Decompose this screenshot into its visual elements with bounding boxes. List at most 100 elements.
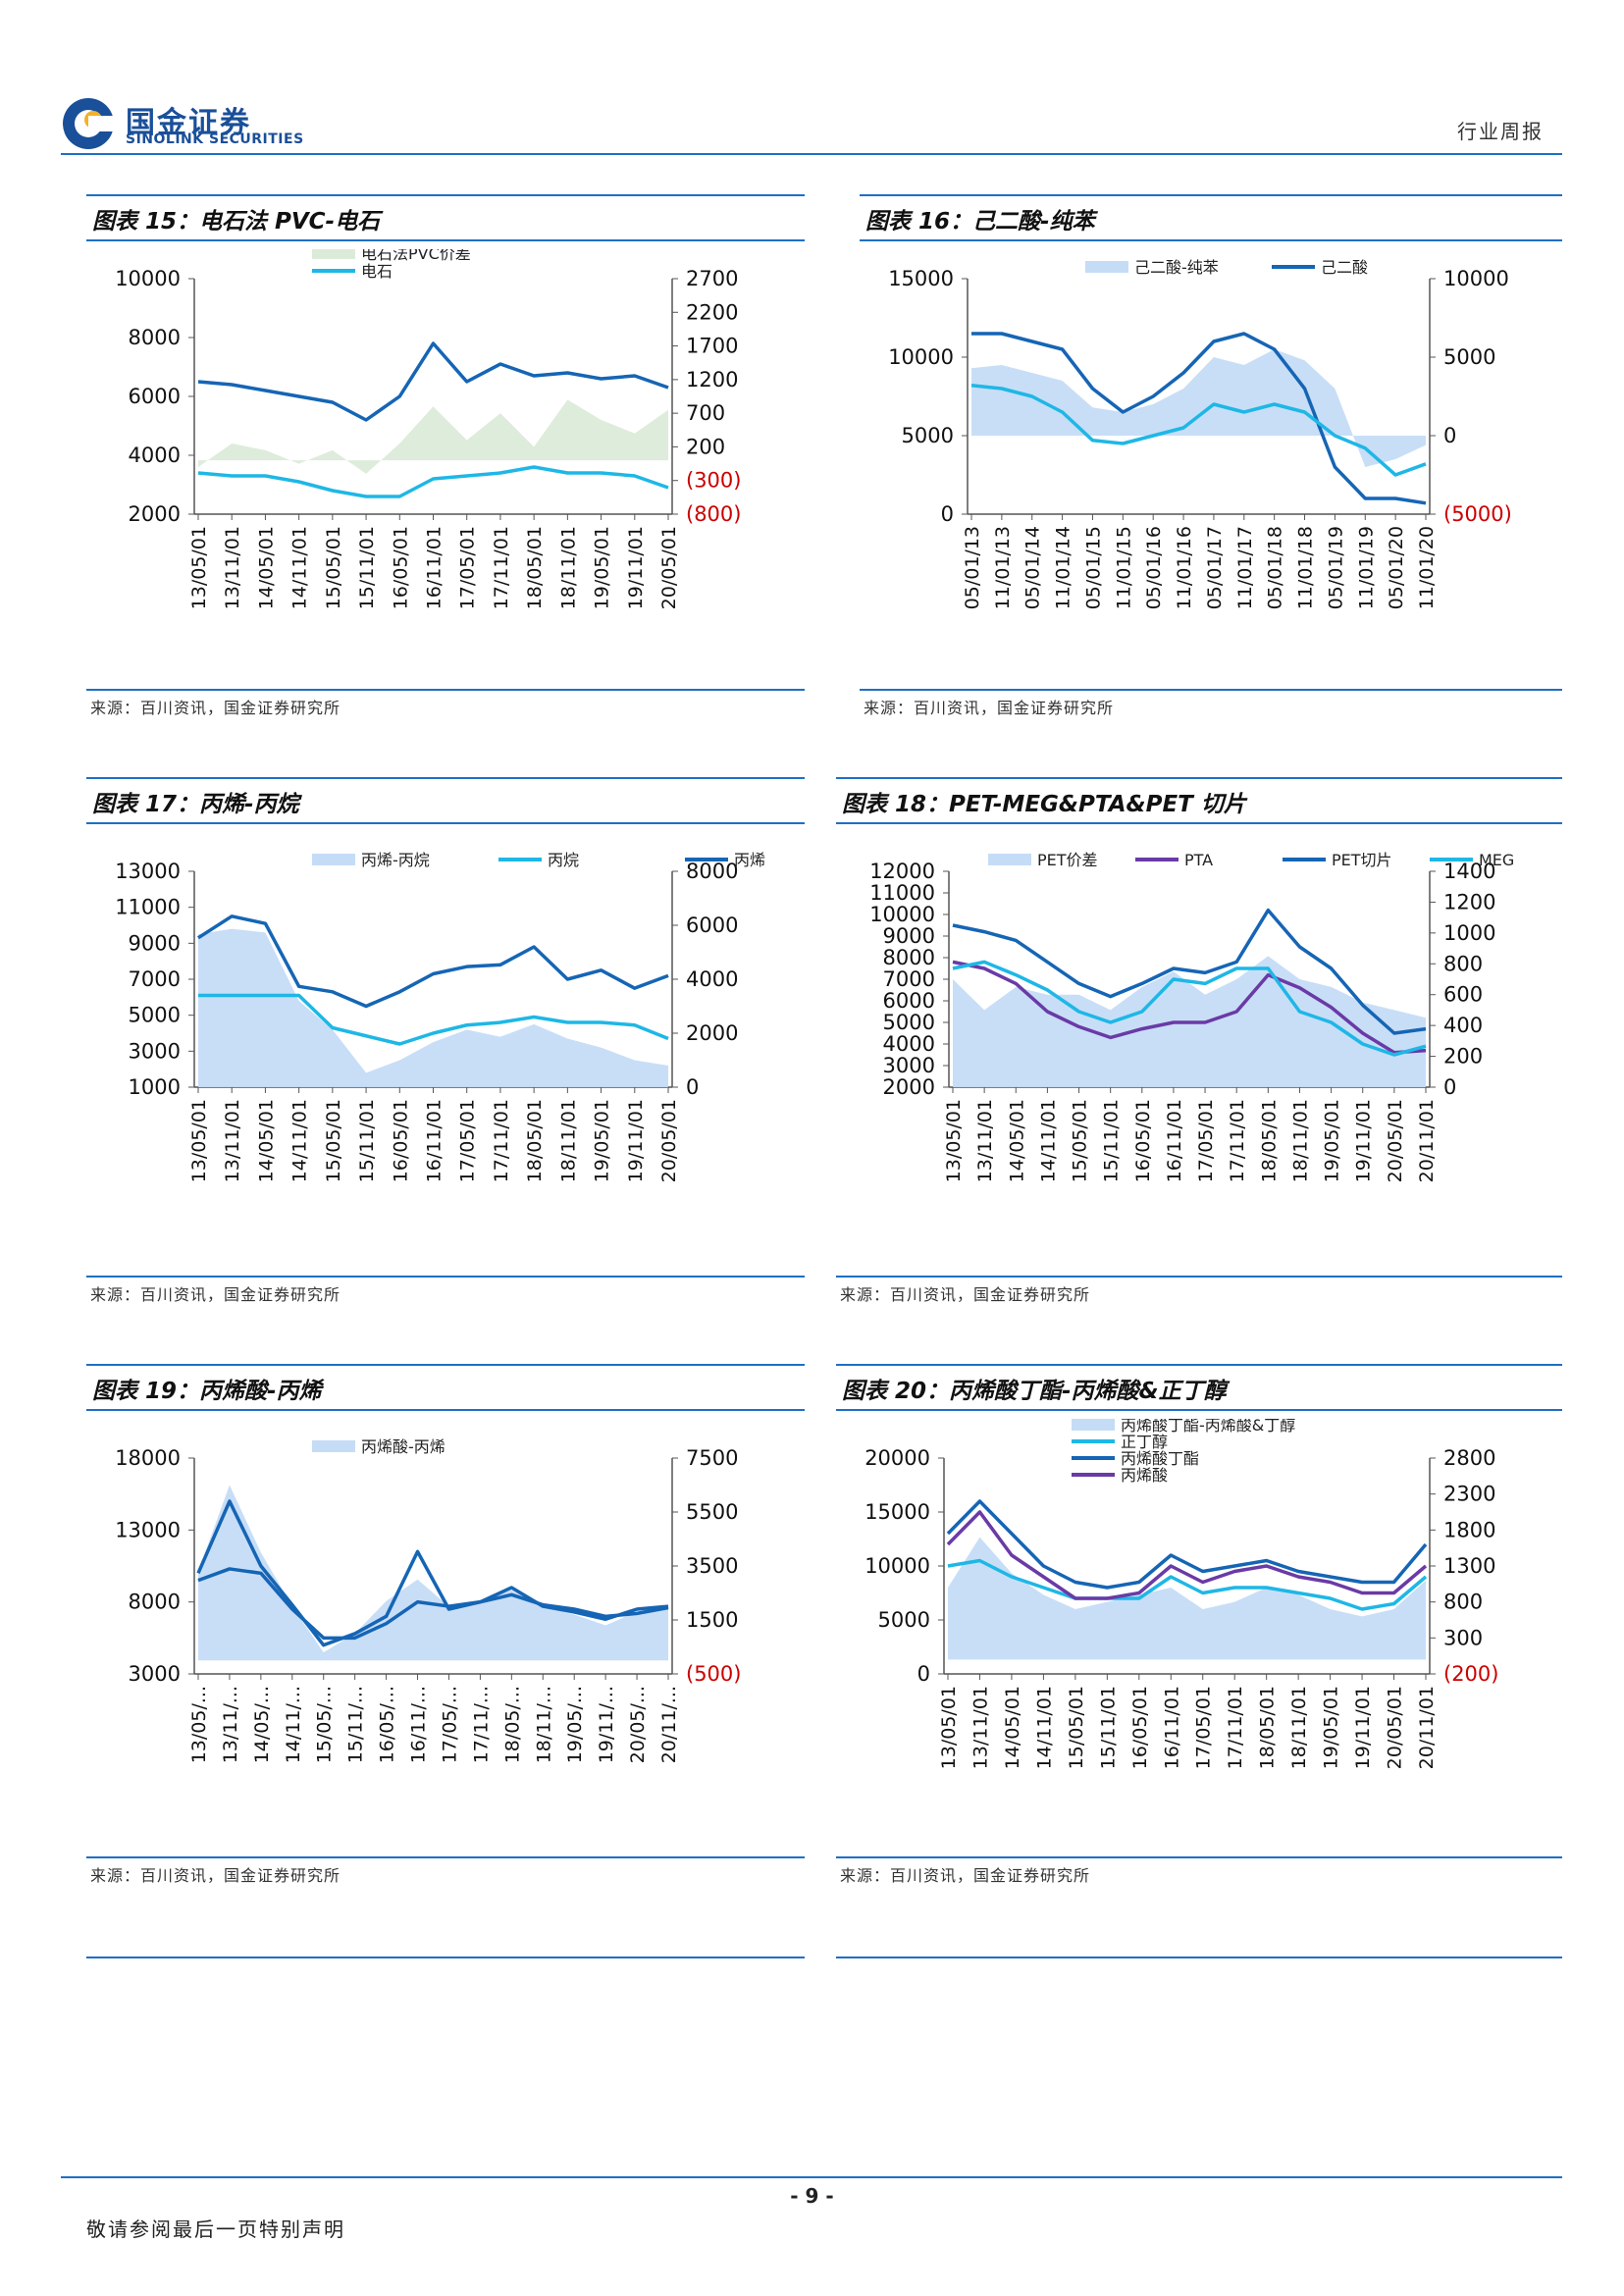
x-tick-label: 20/05/01 xyxy=(1385,1099,1406,1182)
right-tick-label: (500) xyxy=(686,1662,741,1686)
legend-label: 丙烯 xyxy=(734,851,765,869)
x-tick-label: 13/11/01 xyxy=(222,1099,243,1182)
chart-panel-15: 图表 15：电石法 PVC-电石 10000 8000 6000 4000 2000 27… xyxy=(86,194,805,717)
right-tick-label: 10000 xyxy=(1443,267,1509,290)
x-tick-label: 11/01/17 xyxy=(1234,526,1256,609)
x-tick-label: 20/05/01 xyxy=(1385,1686,1406,1769)
x-tick-label: 14/05/01 xyxy=(1002,1686,1023,1769)
chart-title: 图表 15：电石法 PVC-电石 xyxy=(92,209,381,235)
x-tick-label: 18/05/... xyxy=(501,1686,523,1763)
x-tick-label: 18/11/01 xyxy=(1288,1686,1310,1769)
right-tick-label: 800 xyxy=(1443,1591,1483,1614)
chart-20: 20000 15000 10000 5000 0 2800 2300 1800 1300 800 3… xyxy=(864,1419,1498,1769)
chart-17: 13000 11000 9000 7000 5000 3000 1000 8000 6000 40… xyxy=(115,851,765,1182)
x-tick-label: 18/05/01 xyxy=(524,1099,546,1182)
left-tick-label: 6000 xyxy=(883,989,935,1013)
disclaimer: 敬请参阅最后一页特别声明 xyxy=(86,2218,345,2241)
chart-18: 1200011000100009000800070006000500040003… xyxy=(869,851,1514,1182)
left-tick-label: 5000 xyxy=(883,1011,935,1034)
left-tick-label: 15000 xyxy=(888,267,954,290)
x-tick-label: 17/11/01 xyxy=(1225,1686,1246,1769)
x-tick-label: 20/11/01 xyxy=(1416,1686,1438,1769)
x-tick-label: 17/11/... xyxy=(470,1686,492,1763)
x-tick-label: 19/05/01 xyxy=(592,1099,613,1182)
chart-19: 18000 13000 8000 3000 7500 5500 3500 1500 (500) 1… xyxy=(115,1437,741,1763)
right-tick-label: 700 xyxy=(686,401,725,425)
right-tick-label: 2300 xyxy=(1443,1483,1495,1506)
right-tick-label: (800) xyxy=(686,502,741,526)
left-tick-label: 13000 xyxy=(115,860,181,883)
x-tick-label: 11/01/15 xyxy=(1113,526,1134,609)
right-tick-label: 0 xyxy=(1443,424,1456,447)
x-tick-label: 15/11/... xyxy=(345,1686,367,1763)
series-line xyxy=(952,908,1427,1035)
x-tick-label: 17/11/01 xyxy=(491,526,512,609)
left-tick-label: 8000 xyxy=(129,1591,181,1614)
left-tick-label: 5000 xyxy=(129,1004,181,1027)
x-tick-label: 05/01/19 xyxy=(1325,526,1346,609)
series-line xyxy=(946,1499,1428,1590)
series-line xyxy=(197,465,669,498)
x-tick-label: 13/05/... xyxy=(188,1686,210,1763)
left-tick-label: 15000 xyxy=(864,1500,930,1524)
x-tick-label: 17/05/... xyxy=(439,1686,460,1763)
series-line xyxy=(197,1567,669,1641)
panel-title-rule xyxy=(860,239,1562,241)
x-tick-label: 20/05/... xyxy=(627,1686,649,1763)
page-number: - 9 - xyxy=(790,2184,834,2208)
left-tick-label: 5000 xyxy=(902,424,954,447)
x-tick-label: 15/05/... xyxy=(314,1686,336,1763)
chart-source: 来源：百川资讯，国金证券研究所 xyxy=(840,1866,1091,1885)
x-tick-label: 18/11/01 xyxy=(557,526,579,609)
left-tick-label: 9000 xyxy=(883,924,935,948)
legend-swatch xyxy=(988,854,1031,865)
chart-panel-19: 图表 19：丙烯酸-丙烯 18000 13000 8000 3000 7500 5500 3… xyxy=(86,1364,805,1885)
legend-swatch xyxy=(1085,261,1128,273)
chart-panel-18: 图表 18：PET-MEG&PTA&PET 切片 12000 11000 10000… xyxy=(836,777,1562,1304)
x-tick-label: 15/05/01 xyxy=(323,1099,344,1182)
x-tick-label: 17/05/01 xyxy=(1193,1686,1215,1769)
left-tick-label: 11000 xyxy=(869,881,935,905)
panel-bottom-rule xyxy=(86,689,805,691)
left-tick-label: 10000 xyxy=(888,345,954,369)
x-tick-label: 19/11/01 xyxy=(625,1099,647,1182)
right-tick-label: 1800 xyxy=(1443,1518,1495,1541)
series-area xyxy=(948,1537,1426,1660)
series-area xyxy=(198,928,668,1087)
chart-panel-16: 图表 16：己二酸-纯苯 15000 10000 5000 0 10000 5000 0 (5… xyxy=(860,194,1562,717)
x-tick-label: 19/05/01 xyxy=(592,526,613,609)
x-tick-label: 17/05/01 xyxy=(1195,1099,1217,1182)
x-tick-label: 18/11/01 xyxy=(1289,1099,1311,1182)
chart-15: 10000 8000 6000 4000 2000 2700 2200 1700 1200 700… xyxy=(115,249,741,609)
right-tick-label: 0 xyxy=(686,1075,699,1099)
x-tick-label: 16/11/01 xyxy=(424,1099,445,1182)
right-tick-label: 300 xyxy=(1443,1626,1483,1649)
chart-16: 15000 10000 5000 0 10000 5000 0 (5000) 05/01/13 1… xyxy=(888,258,1512,609)
right-tick-label: 1500 xyxy=(686,1608,738,1632)
right-tick-label: 2700 xyxy=(686,267,738,290)
right-tick-label: 200 xyxy=(686,435,725,458)
x-tick-label: 15/11/01 xyxy=(356,1099,378,1182)
x-tick-label: 11/01/16 xyxy=(1174,526,1195,609)
series-line xyxy=(947,1558,1428,1611)
right-tick-label: 800 xyxy=(1443,952,1483,975)
x-tick-label: 17/11/01 xyxy=(491,1099,512,1182)
header-divider xyxy=(61,153,1562,155)
x-tick-label: 16/05/... xyxy=(377,1686,398,1763)
right-tick-label: 1200 xyxy=(1443,890,1495,913)
x-tick-label: 14/11/01 xyxy=(289,1099,311,1182)
x-tick-label: 13/05/01 xyxy=(188,526,210,609)
x-tick-label: 13/11/01 xyxy=(969,1686,991,1769)
legend-swatch xyxy=(312,1440,355,1452)
legend-swatch xyxy=(312,249,355,259)
right-tick-label: 200 xyxy=(1443,1045,1483,1069)
left-tick-label: 8000 xyxy=(883,946,935,969)
x-tick-label: 16/11/... xyxy=(408,1686,430,1763)
x-tick-label: 16/05/01 xyxy=(1132,1099,1154,1182)
footer-divider xyxy=(61,2176,1562,2178)
chart-source: 来源：百川资讯，国金证券研究所 xyxy=(840,1285,1091,1304)
spacer-rule-right xyxy=(836,1957,1562,1958)
series-area xyxy=(971,349,1426,467)
left-tick-label: 1000 xyxy=(129,1075,181,1099)
chart-panel-20: 图表 20：丙烯酸丁酯-丙烯酸&正丁醇 20000 15000 10000 5000 0… xyxy=(836,1364,1562,1885)
